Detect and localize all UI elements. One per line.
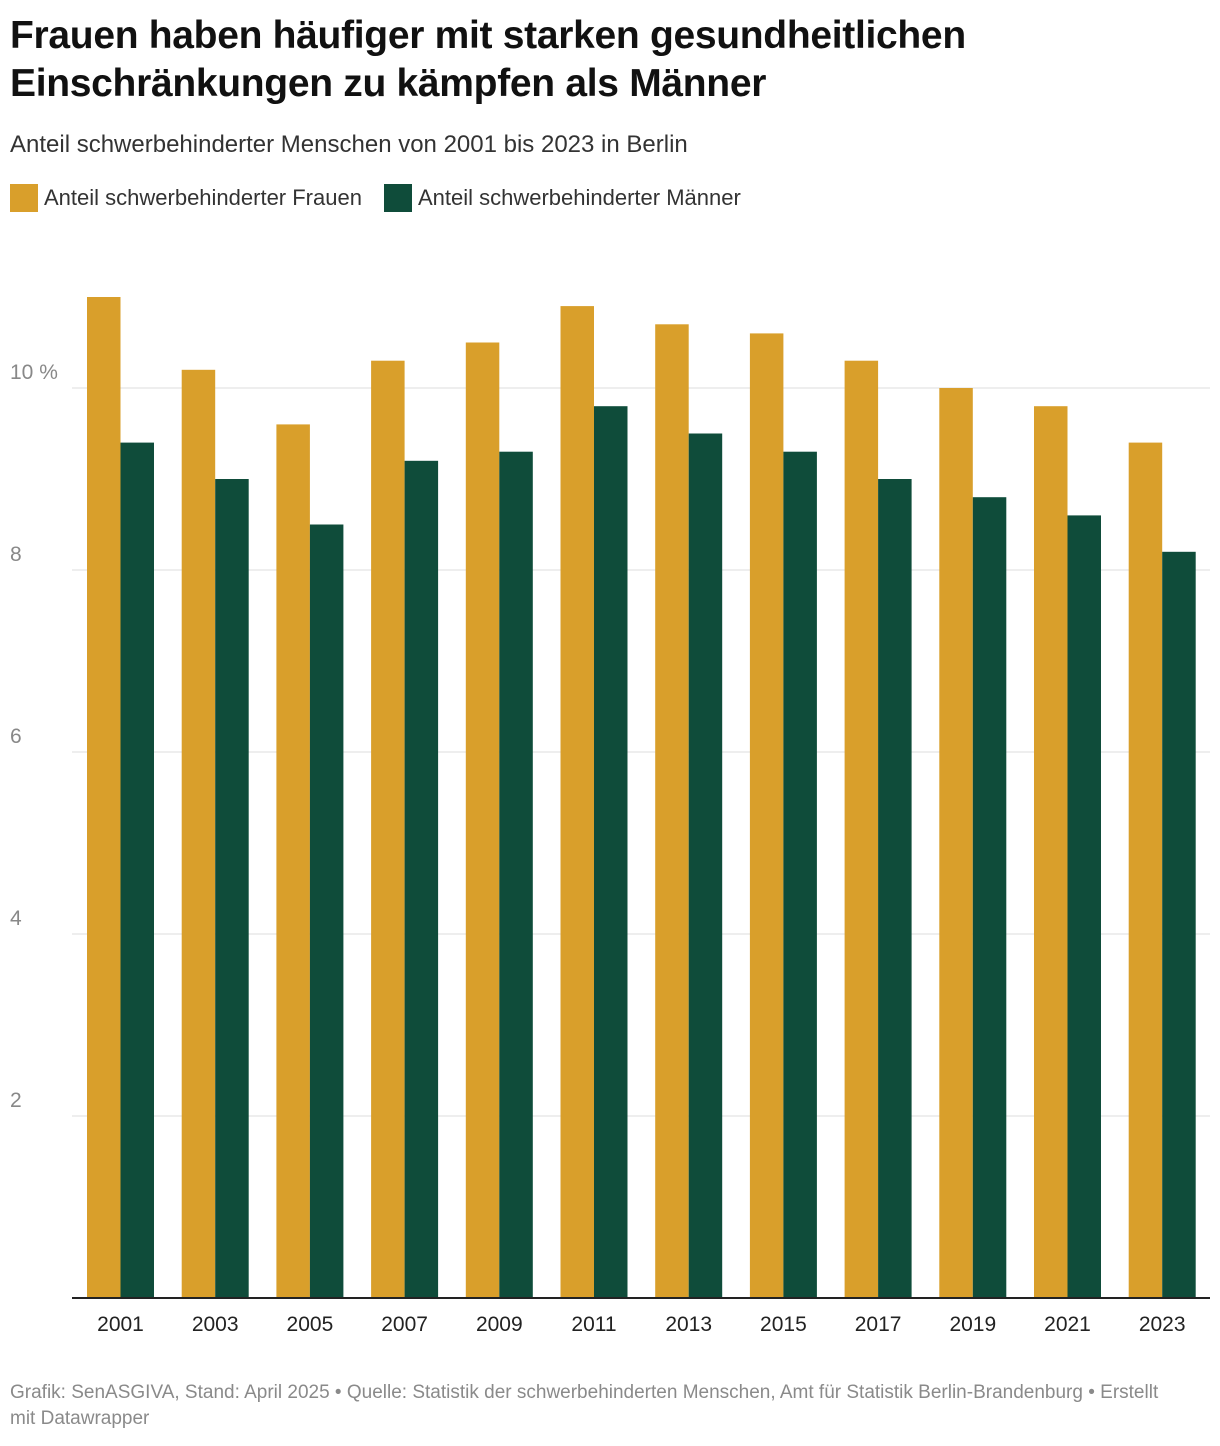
x-tick-label-2003: 2003 — [192, 1313, 239, 1336]
bar-frauen-2021 — [1034, 406, 1068, 1298]
x-tick-label-2013: 2013 — [665, 1313, 712, 1336]
bar-frauen-2007 — [371, 360, 405, 1298]
x-tick-label-2001: 2001 — [97, 1313, 144, 1336]
x-tick-label-2007: 2007 — [381, 1313, 428, 1336]
legend-swatch-frauen — [10, 184, 38, 212]
bar-frauen-2023 — [1128, 442, 1163, 1299]
x-tick-label-2017: 2017 — [855, 1313, 902, 1336]
bar-maenner-2011 — [594, 406, 628, 1298]
x-tick-label-2019: 2019 — [949, 1313, 996, 1336]
x-tick-label-2009: 2009 — [476, 1313, 523, 1336]
chart-title: Frauen haben häufiger mit starken gesund… — [10, 14, 966, 105]
x-tick-label-2015: 2015 — [760, 1313, 807, 1336]
x-tick-label-2011: 2011 — [571, 1313, 616, 1336]
bar-maenner-2017 — [878, 479, 912, 1298]
bar-frauen-2013 — [655, 324, 689, 1298]
chart-subtitle: Anteil schwerbehinderter Menschen von 20… — [10, 131, 688, 158]
y-tick-label-6: 6 — [10, 725, 22, 748]
bar-maenner-2001 — [120, 442, 154, 1299]
y-tick-label-4: 4 — [10, 907, 22, 930]
bar-frauen-2009 — [465, 342, 500, 1298]
bar-frauen-2003 — [181, 369, 216, 1298]
bar-maenner-2005 — [309, 524, 344, 1298]
legend: Anteil schwerbehinderter Frauen Anteil s… — [10, 184, 763, 212]
bar-frauen-2019 — [939, 388, 973, 1298]
legend-label-frauen: Anteil schwerbehinderter Frauen — [44, 185, 362, 210]
bar-frauen-2001 — [87, 297, 121, 1298]
legend-item-frauen: Anteil schwerbehinderter Frauen — [10, 184, 362, 212]
bar-maenner-2015 — [783, 451, 817, 1298]
bar-maenner-2019 — [972, 497, 1007, 1298]
bar-frauen-2011 — [560, 306, 594, 1299]
bar-maenner-2007 — [404, 460, 439, 1298]
bar-maenner-2013 — [688, 433, 723, 1298]
bar-maenner-2009 — [499, 451, 533, 1298]
legend-item-maenner: Anteil schwerbehinderter Männer — [383, 184, 741, 212]
bar-frauen-2015 — [749, 333, 784, 1298]
y-tick-label-10: 10 % — [10, 361, 58, 384]
x-tick-label-2005: 2005 — [287, 1313, 334, 1336]
bar-frauen-2017 — [844, 360, 879, 1298]
bar-maenner-2023 — [1162, 551, 1196, 1298]
legend-label-maenner: Anteil schwerbehinderter Männer — [417, 185, 741, 210]
bar-maenner-2003 — [215, 479, 249, 1298]
bar-chart: 2 4 6 8 10 % 2001 2003 2005 2007 2009 2011 2013 2015… — [10, 297, 1210, 1336]
x-tick-label-2021: 2021 — [1044, 1313, 1091, 1336]
footer-source: Grafik: SenASGIVA, Stand: April 2025 • Q… — [10, 1382, 1159, 1429]
legend-swatch-maenner — [383, 184, 412, 212]
y-tick-label-8: 8 — [10, 543, 22, 566]
bar-maenner-2021 — [1067, 515, 1101, 1298]
bar-frauen-2005 — [276, 424, 310, 1298]
y-tick-label-2: 2 — [10, 1089, 22, 1112]
x-tick-label-2023: 2023 — [1139, 1313, 1186, 1336]
